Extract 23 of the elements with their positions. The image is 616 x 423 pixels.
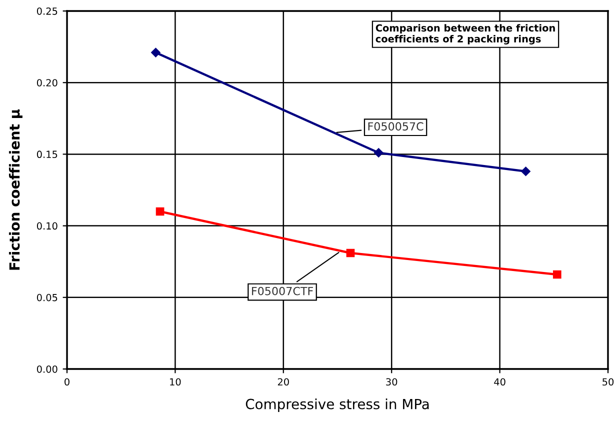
y-tick-label: 0.25 [36,7,58,15]
series-label: F050057C [368,122,424,131]
point [151,48,160,58]
point [521,166,530,176]
x-tick-label: 40 [494,378,506,386]
text: Comparison between the friction coefficients of 2 packing rings [376,24,555,44]
point [374,148,384,158]
text: F05007CTF [252,286,313,296]
y-tick-label: 0.05 [36,294,58,302]
y-tick-label: 0.15 [36,150,58,158]
point [346,248,355,258]
x-axis-title: Compressive stress in MPa [246,398,429,412]
y-tick-label: 0.20 [36,79,58,86]
y-tick-label: 0.00 [36,365,58,373]
x-tick-label: 10 [170,378,181,386]
x-tick-label: 20 [278,378,289,386]
x-tick-label: 0 [64,378,70,386]
point [156,207,164,216]
point [552,270,562,279]
x-tick-label: 50 [602,378,614,386]
y-tick-label: 0.10 [36,222,58,230]
x-tick-label: 30 [386,378,398,386]
y-axis-title: Friction coefficient μ [8,109,22,270]
